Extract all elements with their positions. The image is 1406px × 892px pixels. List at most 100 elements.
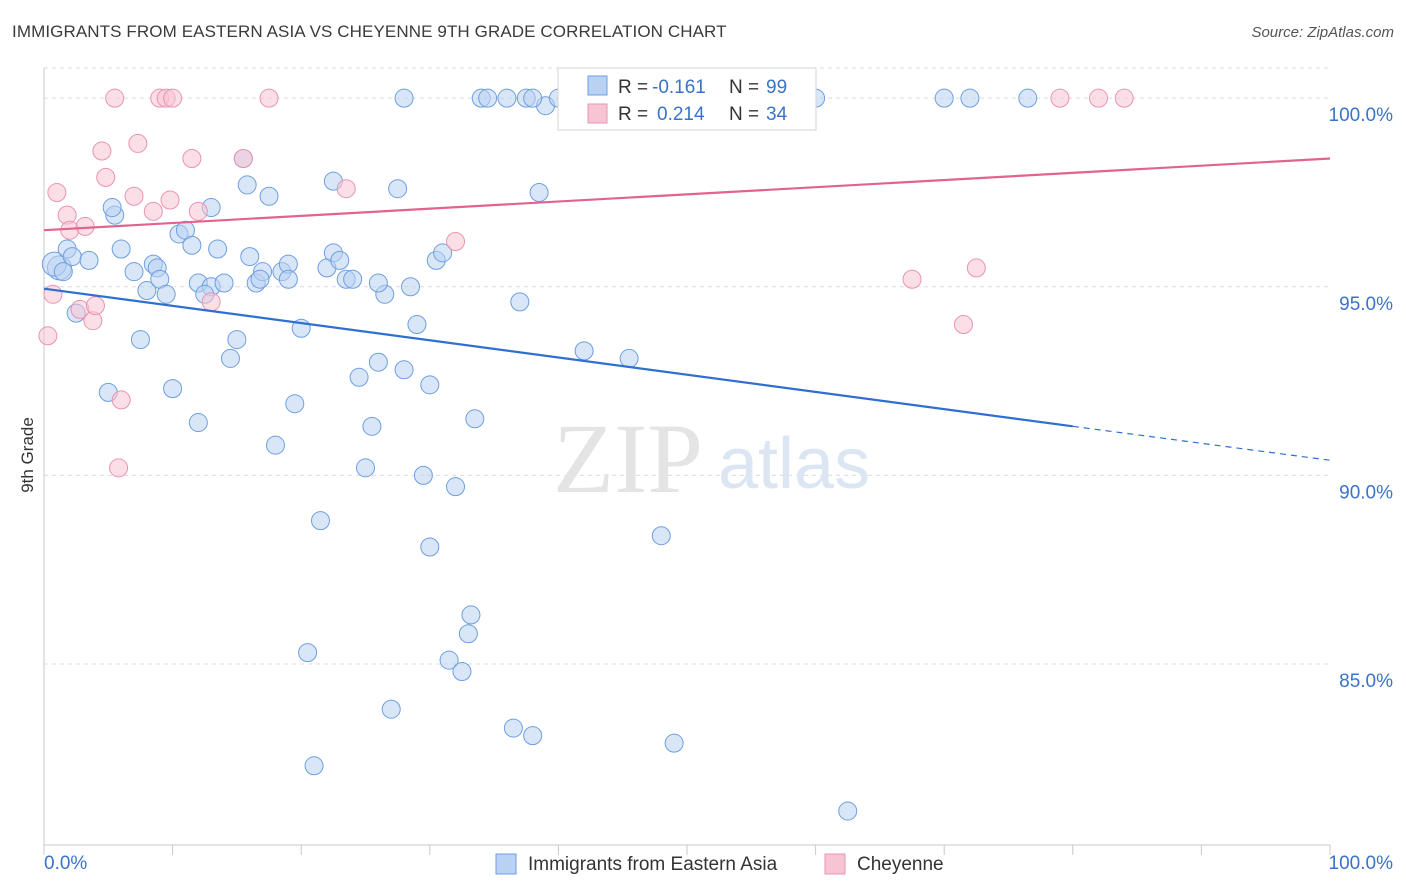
legend-swatch-blue (495, 853, 517, 875)
imm-point-78 (529, 182, 549, 202)
imm-point-54 (368, 352, 388, 372)
chey-point-32 (1089, 88, 1109, 108)
imm-point-6 (53, 262, 73, 282)
imm-point-62 (413, 465, 433, 485)
imm-point-52 (356, 458, 375, 478)
imm-point-68 (452, 661, 472, 681)
y-axis-title: 9th Grade (18, 417, 37, 493)
imm-point-27 (220, 348, 240, 368)
watermark-atlas: atlas (718, 424, 870, 504)
trend-lines (43, 157, 1331, 461)
imm-point-40 (278, 269, 298, 289)
chey-point-0 (38, 326, 58, 346)
y-tick-label-95: 95.0% (1339, 294, 1393, 315)
chart-title: IMMIGRANTS FROM EASTERN ASIA VS CHEYENNE… (12, 22, 727, 41)
imm-point-30 (237, 175, 257, 195)
chey-point-23 (201, 292, 221, 312)
chey-point-25 (259, 88, 279, 108)
imm-point-90 (934, 88, 954, 108)
stats-r-value-1: -0.161 (652, 77, 706, 98)
chey-point-28 (902, 269, 922, 289)
imm-point-43 (304, 756, 324, 776)
y-tick-label-90: 90.0% (1339, 482, 1393, 503)
imm-point-75 (510, 292, 530, 312)
imm-point-35 (259, 186, 279, 206)
imm-point-34 (250, 269, 270, 289)
watermark-zip: ZIP (553, 403, 703, 514)
imm-point-69 (458, 624, 478, 644)
imm-point-70 (461, 605, 481, 625)
chey-point-29 (953, 314, 973, 334)
chey-point-8 (85, 296, 105, 316)
imm-point-51 (349, 367, 369, 387)
chey-point-12 (109, 458, 129, 478)
imm-point-77 (523, 726, 543, 746)
chey-point-19 (160, 190, 180, 210)
chey-point-31 (1050, 88, 1070, 108)
imm-point-85 (664, 733, 684, 753)
imm-point-92 (1018, 88, 1038, 108)
imm-point-24 (208, 239, 228, 259)
trend-line-immigrants (43, 287, 1073, 428)
stats-r-label-1: R = (618, 77, 648, 98)
imm-point-8 (102, 198, 122, 218)
stats-box: R = -0.161 N = 99 R = 0.214 N = 34 (557, 67, 817, 131)
imm-point-9 (111, 239, 131, 259)
chey-point-6 (75, 216, 95, 236)
chey-point-24 (233, 149, 253, 169)
chey-point-16 (143, 201, 163, 221)
imm-point-11 (137, 281, 157, 301)
trend-line-cheyenne (43, 157, 1331, 232)
imm-point-18 (163, 379, 183, 399)
stats-swatch-pink (587, 103, 608, 124)
x-tick-label-min: 0.0% (44, 853, 87, 874)
legend-label-cheyenne: Cheyenne (857, 854, 944, 875)
imm-point-26 (214, 273, 234, 293)
imm-point-10 (124, 262, 144, 282)
imm-point-50 (343, 269, 363, 289)
imm-point-67 (446, 477, 466, 497)
chey-point-30 (966, 258, 986, 278)
y-tick-label-85: 85.0% (1339, 671, 1393, 692)
legend-swatch-pink (824, 853, 846, 875)
imm-point-42 (298, 643, 318, 663)
imm-point-83 (619, 348, 639, 368)
stats-n-value-1: 99 (766, 77, 787, 98)
imm-point-39 (285, 394, 305, 414)
imm-point-16 (156, 284, 176, 304)
imm-point-31 (240, 247, 260, 267)
chey-point-11 (105, 88, 125, 108)
legend: Immigrants from Eastern Asia Cheyenne (495, 853, 944, 875)
imm-point-97 (188, 413, 208, 433)
chey-point-21 (182, 149, 202, 169)
imm-point-28 (227, 330, 247, 350)
stats-r-label-2: R = (618, 104, 648, 125)
imm-point-44 (310, 511, 330, 531)
imm-point-53 (362, 416, 382, 436)
chey-point-33 (1114, 88, 1134, 108)
chey-point-13 (111, 390, 131, 410)
imm-point-63 (420, 375, 440, 395)
stats-n-label-2: N = (729, 104, 759, 125)
series-immigrants-points (41, 88, 1038, 821)
chey-point-20 (163, 88, 183, 108)
y-tick-labels: 85.0% 90.0% 95.0% 100.0% (1329, 105, 1394, 692)
imm-point-56 (381, 699, 401, 719)
stats-r-value-2: 0.214 (657, 104, 705, 125)
imm-point-36 (265, 435, 285, 455)
chey-point-9 (92, 141, 112, 161)
imm-point-60 (401, 277, 421, 297)
imm-point-73 (478, 88, 498, 108)
imm-point-57 (368, 273, 388, 293)
imm-point-93 (394, 88, 414, 108)
imm-point-66 (439, 650, 459, 670)
imm-point-61 (407, 314, 427, 334)
imm-point-95 (523, 88, 543, 108)
imm-point-94 (497, 88, 517, 108)
stats-swatch-blue (587, 75, 608, 96)
chey-point-2 (47, 182, 67, 202)
imm-point-96 (420, 537, 440, 557)
imm-point-89 (838, 801, 858, 821)
imm-point-47 (330, 250, 350, 270)
